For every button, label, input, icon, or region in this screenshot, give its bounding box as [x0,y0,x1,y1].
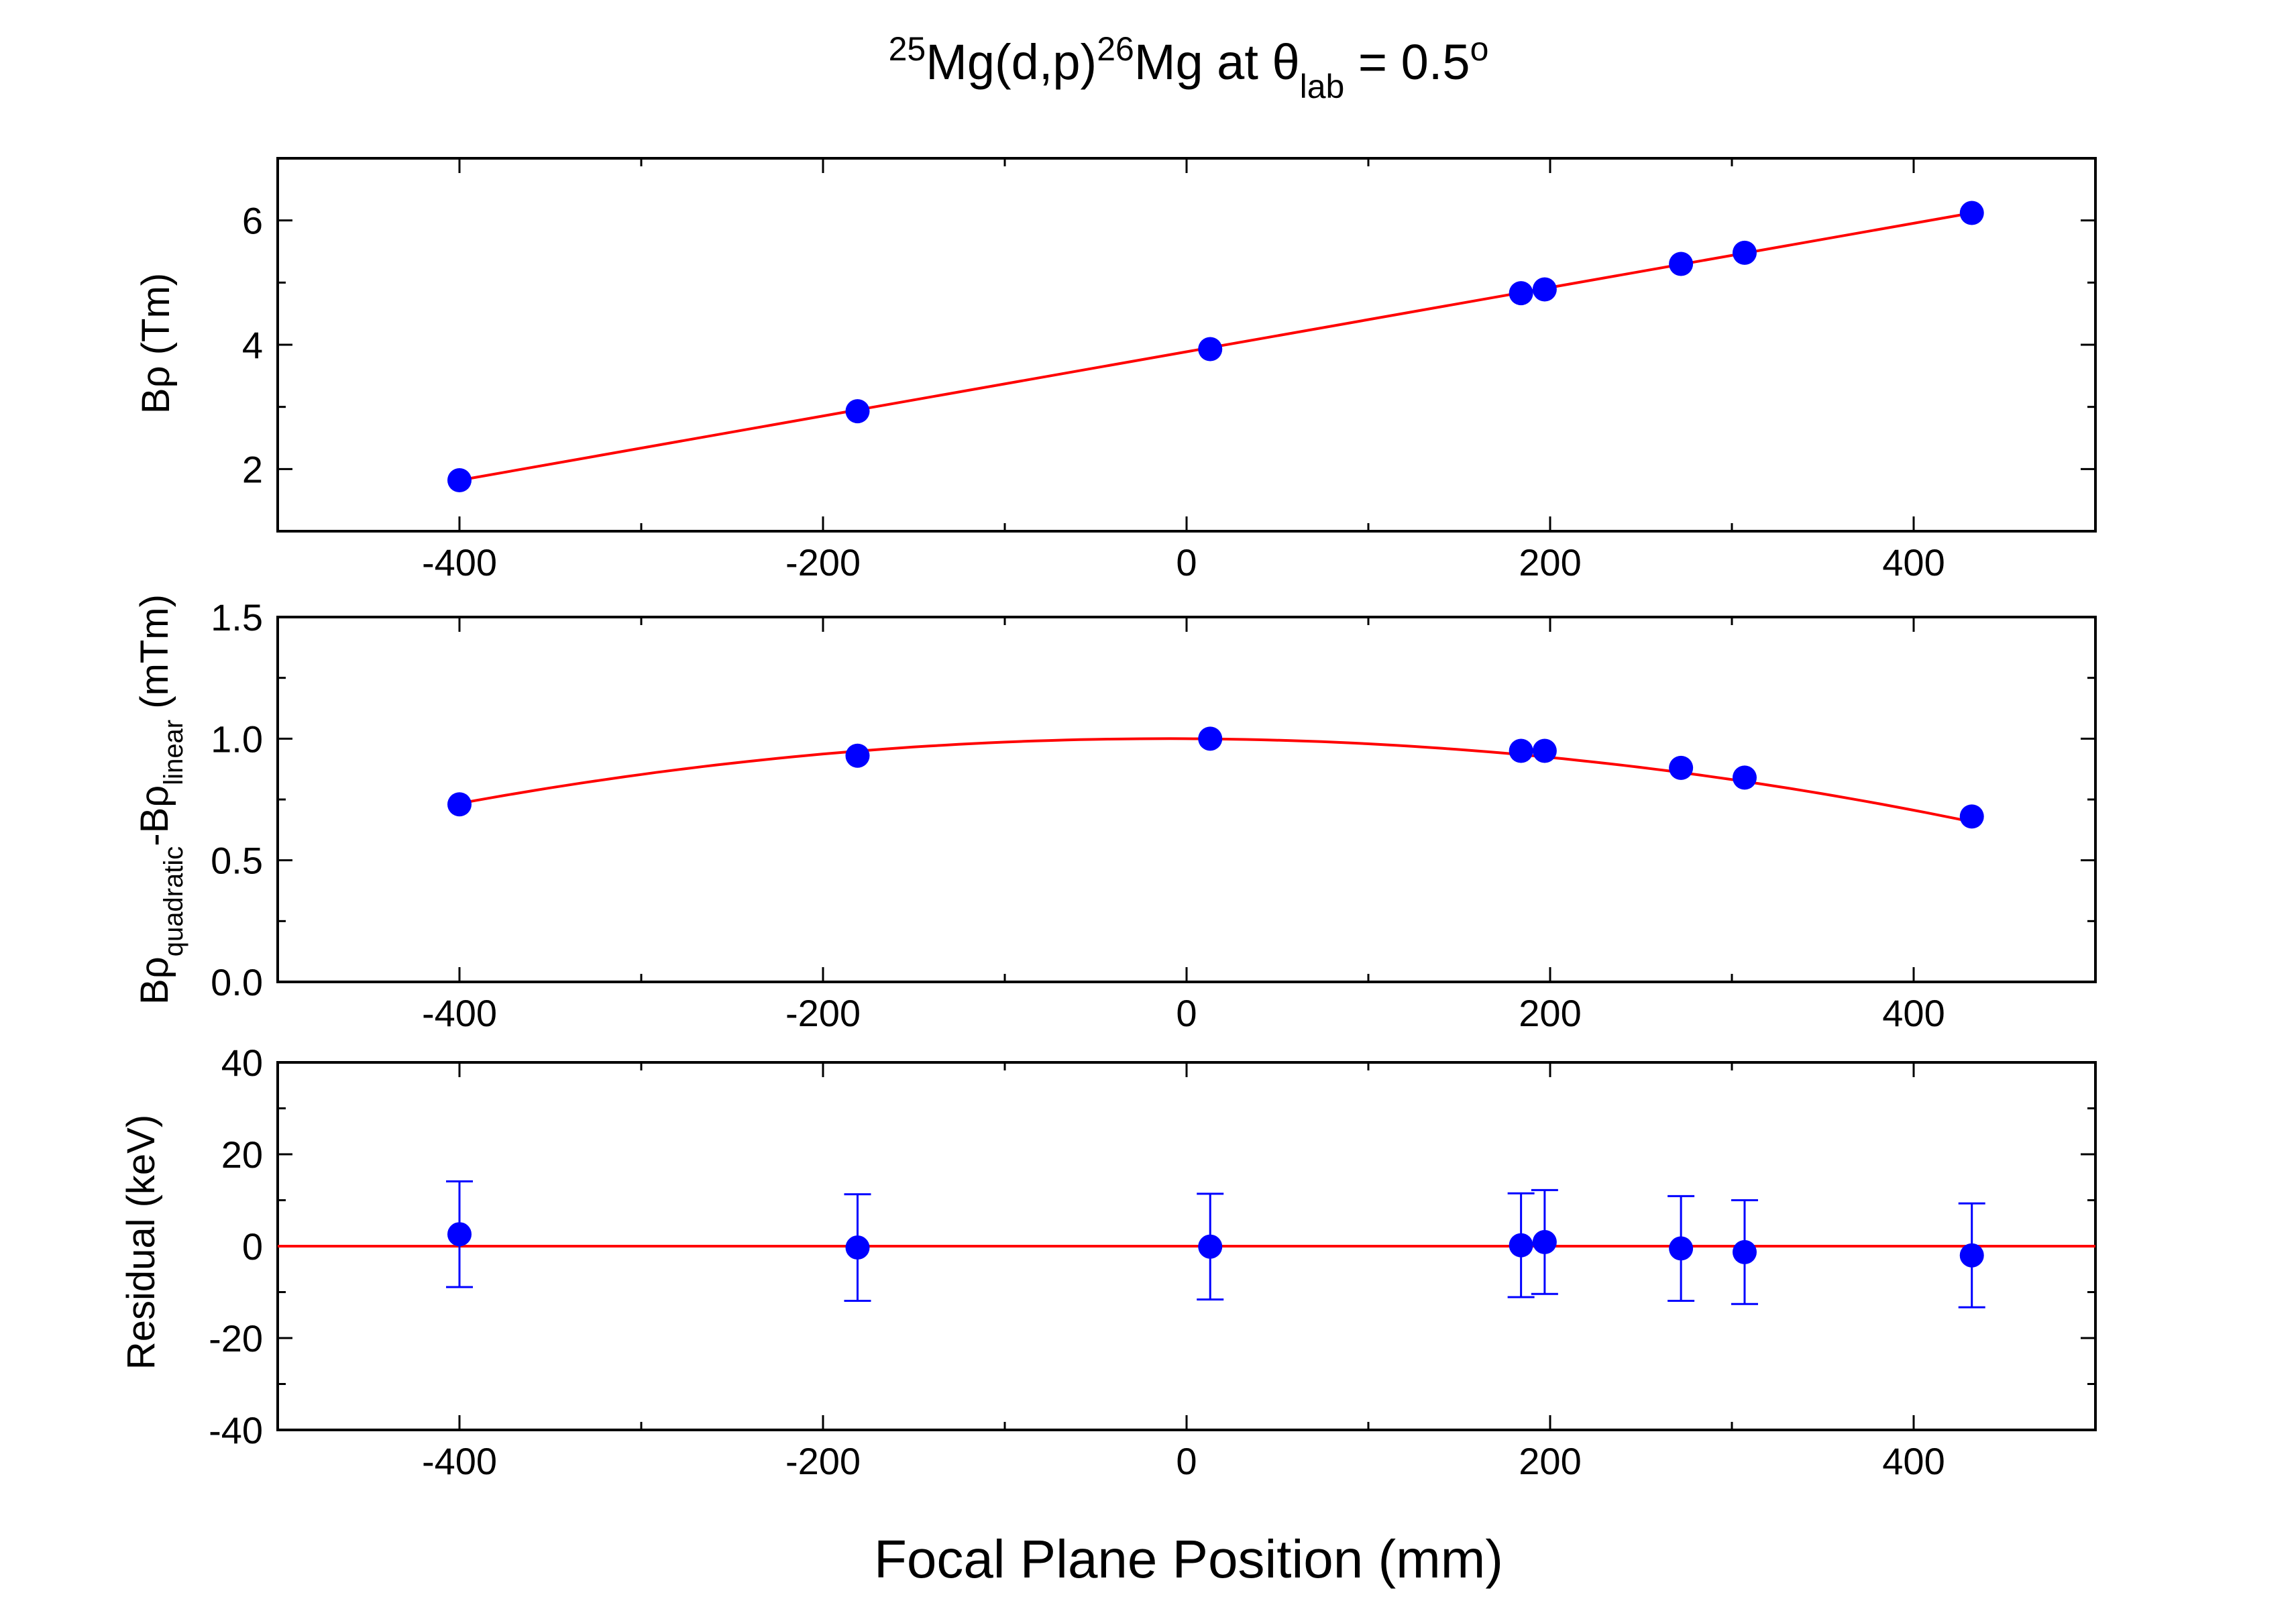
bottom-data-point [1198,1234,1223,1259]
bottom-data-point [1669,1236,1694,1261]
ylabel-middle: Bρquadratic-Bρlinear (mTm) [133,594,188,1005]
middle-xtick-label: -200 [785,992,861,1034]
bottom-xtick-label: 0 [1176,1440,1197,1482]
bottom-data-point [447,1222,472,1247]
title-sup2: 26 [1097,30,1134,68]
middle-data-point [1532,738,1557,763]
bottom-ytick-label: -40 [209,1409,263,1451]
middle-data-point [447,792,472,817]
top-xtick-label: -400 [422,541,497,584]
middle-data-point [1959,804,1984,829]
bottom-ytick-label: 40 [221,1042,263,1084]
middle-data-point [1732,765,1757,790]
top-xtick-label: 200 [1519,541,1581,584]
middle-plot-frame [276,616,2097,983]
title-sup1: 25 [889,30,926,68]
top-ytick-label: 6 [242,200,263,242]
middle-data-point [845,743,870,768]
middle-ytick-label: 0.5 [211,840,263,882]
bottom-ytick-label: 20 [221,1133,263,1176]
middle-data-point [1669,755,1694,780]
middle-xtick-label: 0 [1176,992,1197,1034]
ylabel-top: Bρ (Tm) [134,273,178,414]
bottom-xtick-label: 400 [1882,1440,1945,1482]
ylabel-mid-sub1: quadratic [159,846,188,957]
top-data-point [1732,240,1757,265]
title-part3: = 0.5 [1344,34,1470,90]
top-xtick-label: 400 [1882,541,1945,584]
panel-middle: -400 -200 0 200 400 0.0 0.5 1.0 1.5 [211,596,2097,1034]
bottom-xtick-label: 200 [1519,1440,1581,1482]
middle-xtick-label: 200 [1519,992,1581,1034]
bottom-data-point [845,1235,870,1260]
bottom-ytick-label: -20 [209,1317,263,1360]
panel-top: -400 -200 0 200 400 2 4 6 [242,157,2097,584]
middle-ytick-label: 1.5 [211,596,263,639]
ylabel-mid-part1: Bρ [133,956,176,1005]
bottom-data-point [1509,1233,1533,1258]
top-xtick-label: -200 [785,541,861,584]
chart-title: 25Mg(d,p)26Mg at θlab = 0.5o [889,30,1489,105]
bottom-xtick-label: -200 [785,1440,861,1482]
bottom-data-point [1732,1239,1757,1264]
bottom-data-point [1532,1229,1557,1254]
top-data-point [1509,281,1533,306]
middle-xtick-label: 400 [1882,992,1945,1034]
top-data-point [1959,201,1984,225]
top-data-point [845,399,870,424]
title-sub: lab [1300,68,1345,105]
top-ytick-label: 2 [242,448,263,490]
ylabel-mid-part2: -Bρ [133,785,176,846]
middle-ytick-label: 0.0 [211,961,263,1003]
bottom-ytick-label: 0 [242,1225,263,1268]
middle-data-point [1509,738,1533,763]
title-part2: Mg at θ [1134,34,1300,90]
top-data-point [1198,337,1223,362]
middle-ytick-label: 1.0 [211,718,263,760]
top-xtick-label: 0 [1176,541,1197,584]
middle-xtick-label: -400 [422,992,497,1034]
ylabel-bottom: Residual (keV) [119,1115,163,1370]
top-plot-frame [276,157,2097,533]
top-ytick-label: 4 [242,324,263,366]
ylabel-mid-part3: (mTm) [133,594,176,720]
middle-data-point [1198,726,1223,751]
top-data-point [447,468,472,493]
top-data-point [1669,252,1694,276]
xlabel: Focal Plane Position (mm) [874,1529,1503,1589]
top-data-point [1532,277,1557,302]
bottom-xtick-label: -400 [422,1440,497,1482]
title-sup3: o [1470,30,1489,68]
title-part1: Mg(d,p) [926,34,1097,90]
ylabel-mid-sub2: linear [159,720,188,785]
bottom-data-point [1959,1243,1984,1268]
